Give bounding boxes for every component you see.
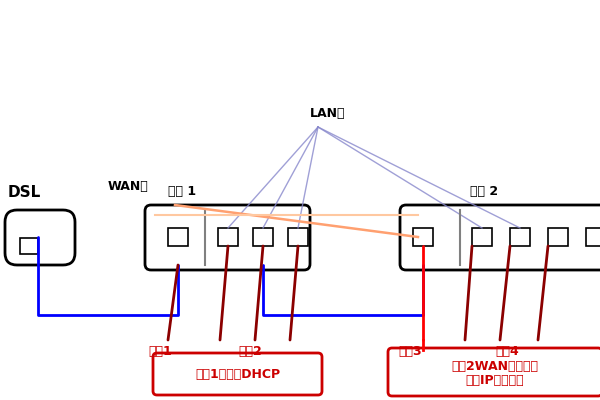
Text: 电萃4: 电萃4 [495,345,519,358]
Text: 动态IP自动获取: 动态IP自动获取 [466,374,524,386]
FancyBboxPatch shape [388,348,600,396]
FancyBboxPatch shape [145,205,310,270]
Bar [218,228,238,246]
FancyBboxPatch shape [153,353,322,395]
Bar [413,228,433,246]
Text: 路由1设置为DHCP: 路由1设置为DHCP [195,368,280,380]
Text: 电萃1: 电萃1 [148,345,172,358]
Bar [20,238,38,254]
Bar [548,228,568,246]
Bar [472,228,492,246]
Text: 电萃2: 电萃2 [238,345,262,358]
Bar [168,228,188,246]
Bar [288,228,308,246]
FancyBboxPatch shape [5,210,75,265]
Bar [586,228,600,246]
FancyBboxPatch shape [400,205,600,270]
Text: WAN口: WAN口 [108,180,149,193]
Text: 路由 1: 路由 1 [168,185,196,198]
Text: LAN口: LAN口 [310,107,346,120]
Text: 路由 2: 路由 2 [470,185,498,198]
Bar [510,228,530,246]
Text: DSL: DSL [8,185,41,200]
Text: 路由2WAN口设置为: 路由2WAN口设置为 [452,360,539,372]
Text: 电萃3: 电萃3 [398,345,422,358]
Bar [253,228,273,246]
